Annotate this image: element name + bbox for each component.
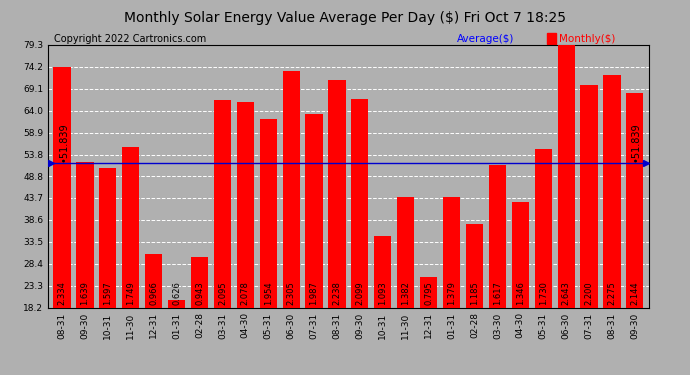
Text: •51.839: •51.839 — [631, 122, 641, 162]
Text: Average($): Average($) — [457, 34, 514, 44]
Bar — [535, 149, 552, 375]
Text: 2.305: 2.305 — [286, 282, 296, 305]
Bar — [122, 147, 139, 375]
Bar — [603, 75, 620, 375]
Text: 0.795: 0.795 — [424, 282, 433, 305]
Text: 2.078: 2.078 — [241, 282, 250, 305]
Bar — [351, 99, 368, 375]
Text: 1.597: 1.597 — [104, 282, 112, 305]
Bar — [214, 99, 231, 375]
Bar — [283, 71, 299, 375]
Bar — [168, 300, 185, 375]
Text: 2.275: 2.275 — [607, 282, 616, 305]
Text: 0.966: 0.966 — [149, 282, 158, 305]
FancyBboxPatch shape — [546, 33, 555, 44]
Text: 2.200: 2.200 — [584, 282, 593, 305]
Bar — [99, 168, 117, 375]
Text: 2.144: 2.144 — [631, 282, 640, 305]
Text: 0.626: 0.626 — [172, 282, 181, 305]
Bar — [328, 80, 346, 375]
Text: 1.617: 1.617 — [493, 282, 502, 305]
Text: 2.643: 2.643 — [562, 282, 571, 305]
Bar — [420, 277, 437, 375]
Bar — [627, 93, 644, 375]
Text: 1.093: 1.093 — [378, 282, 387, 305]
Bar — [77, 162, 94, 375]
Text: 0.943: 0.943 — [195, 282, 204, 305]
Text: Monthly($): Monthly($) — [558, 34, 615, 44]
Bar — [237, 102, 254, 375]
Text: 2.238: 2.238 — [333, 282, 342, 305]
Text: 2.099: 2.099 — [355, 282, 364, 305]
Text: 1.730: 1.730 — [539, 282, 548, 305]
Bar — [191, 257, 208, 375]
Text: 1.954: 1.954 — [264, 282, 273, 305]
Bar — [512, 202, 529, 375]
Text: 1.185: 1.185 — [470, 282, 479, 305]
Bar — [466, 224, 483, 375]
Bar — [306, 114, 323, 375]
Text: 1.749: 1.749 — [126, 282, 135, 305]
Text: Copyright 2022 Cartronics.com: Copyright 2022 Cartronics.com — [55, 34, 206, 44]
Text: 1.639: 1.639 — [81, 282, 90, 305]
Bar — [489, 165, 506, 375]
Bar — [259, 119, 277, 375]
Text: 1.379: 1.379 — [447, 282, 456, 305]
Text: 2.095: 2.095 — [218, 282, 227, 305]
Text: 2.334: 2.334 — [57, 282, 66, 305]
Bar — [145, 254, 162, 375]
Bar — [397, 197, 414, 375]
Bar — [443, 197, 460, 375]
Text: Monthly Solar Energy Value Average Per Day ($) Fri Oct 7 18:25: Monthly Solar Energy Value Average Per D… — [124, 11, 566, 25]
Text: 1.382: 1.382 — [401, 282, 411, 305]
Text: •51.839: •51.839 — [58, 122, 68, 162]
Bar — [558, 25, 575, 375]
Bar — [580, 85, 598, 375]
Bar — [53, 67, 70, 375]
Bar — [374, 236, 391, 375]
Text: 1.346: 1.346 — [516, 282, 525, 305]
Text: 1.987: 1.987 — [310, 282, 319, 305]
